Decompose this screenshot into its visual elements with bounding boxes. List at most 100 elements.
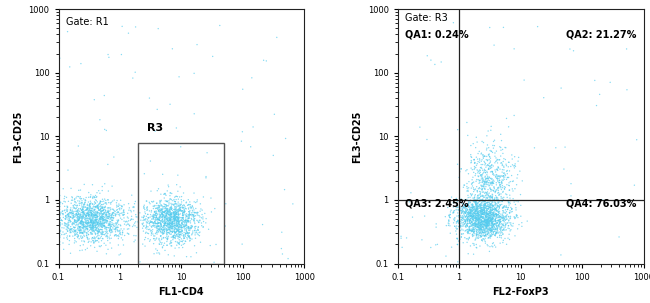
Point [157,212,168,217]
Point [480,181,490,186]
Point [77,210,88,215]
Point [475,192,486,197]
Point [478,216,489,221]
Point [66,215,76,220]
Point [166,213,176,218]
Point [480,217,490,221]
Point [479,216,489,221]
Point [64,215,74,219]
Point [472,210,482,215]
Point [478,212,488,217]
Point [456,211,467,215]
Point [165,102,176,107]
Point [220,224,231,228]
Point [481,221,491,226]
Point [92,221,103,226]
Point [98,221,108,226]
Point [72,235,83,240]
Point [476,205,487,210]
Point [93,226,103,231]
Point [162,237,172,242]
Point [149,215,159,220]
Point [73,226,83,231]
Point [176,230,187,235]
Point [184,209,194,214]
Point [87,215,98,220]
Point [75,221,86,226]
Point [83,211,93,216]
Point [83,220,93,225]
Point [491,173,502,178]
Point [88,223,98,228]
Point [139,203,150,208]
Point [496,225,506,230]
Point [79,208,89,213]
Point [73,228,84,233]
Point [99,232,109,237]
Point [62,205,73,209]
Point [86,218,96,223]
Point [170,221,180,226]
Point [151,251,162,255]
Point [178,242,188,247]
Point [480,217,490,222]
Point [170,213,180,218]
Point [80,218,90,223]
Point [484,217,494,221]
Point [495,182,505,187]
Point [472,168,482,172]
Point [76,233,86,238]
Point [159,223,170,228]
Point [87,225,98,230]
Point [452,162,463,167]
Point [164,207,174,212]
Point [465,208,476,213]
Point [494,204,504,209]
Point [97,216,107,221]
Point [112,212,122,217]
Point [110,209,120,214]
Point [513,215,523,220]
Point [476,198,487,202]
Point [171,215,181,219]
Point [492,157,502,162]
Point [70,229,80,234]
Point [190,225,200,229]
Point [183,216,193,221]
Point [479,222,489,227]
Point [469,214,479,219]
Point [458,205,469,210]
Point [484,209,495,214]
Point [469,216,480,221]
Point [481,221,491,226]
Point [478,219,488,224]
Point [101,225,111,229]
Point [92,217,103,222]
Point [455,223,465,228]
Point [474,217,484,222]
Point [55,212,65,217]
Point [64,242,74,247]
Point [479,222,489,227]
Point [129,223,139,228]
Point [170,230,180,235]
Point [73,218,83,223]
Point [76,215,86,219]
Point [454,175,464,180]
Point [159,221,169,226]
Point [481,222,491,227]
Point [481,213,491,218]
Point [153,216,164,221]
Point [452,227,462,231]
Point [205,243,215,248]
Point [480,223,490,228]
Point [169,227,179,231]
Point [168,214,178,219]
Point [491,223,501,228]
Point [105,233,116,238]
Point [175,227,185,232]
Point [474,228,485,233]
Point [96,215,107,220]
Point [96,211,107,215]
Point [164,211,174,216]
